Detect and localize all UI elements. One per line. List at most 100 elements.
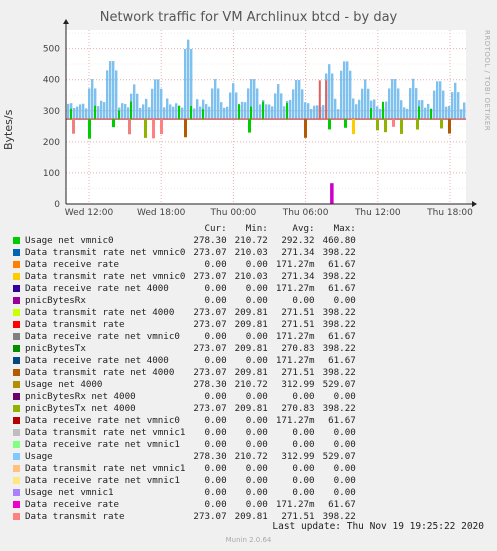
legend-avg: 0.00 <box>292 475 315 486</box>
legend-cur: 0.00 <box>204 355 227 366</box>
legend-min: 0.00 <box>245 415 268 426</box>
legend-min: 0.00 <box>245 475 268 486</box>
legend-row: Data receive rate net 4000 0.00 0.00 171.27… <box>10 355 356 367</box>
legend-max: 0.00 <box>333 475 356 486</box>
legend-cur: 273.07 <box>193 247 227 258</box>
dip-bar <box>376 119 379 131</box>
legend-row: Data transmit rate net 4000 273.07 209.81 2… <box>10 367 356 379</box>
usage-bar <box>412 78 415 120</box>
usage-bar <box>451 92 454 120</box>
legend-min: 209.81 <box>234 511 268 522</box>
usage-bar <box>427 103 430 120</box>
legend-cur: 0.00 <box>204 283 227 294</box>
usage-vmnic0-bar <box>370 108 372 120</box>
header-cur: Cur: <box>204 223 227 234</box>
legend-series-name: Data transmit rate net vmnic0 <box>25 271 186 282</box>
usage-bar <box>205 104 208 120</box>
dip-bar <box>328 119 331 130</box>
usage-bar <box>328 64 331 120</box>
legend-min: 0.00 <box>245 283 268 294</box>
usage-bar <box>196 99 199 120</box>
dip-bar <box>384 119 387 133</box>
usage-bar <box>376 106 379 120</box>
legend-series-name: Usage net vmnic1 <box>25 487 114 498</box>
legend-cur: 273.07 <box>193 367 227 378</box>
transmit-spike <box>318 80 321 120</box>
legend-avg: 0.00 <box>292 487 315 498</box>
legend-max: 398.22 <box>322 343 356 354</box>
usage-bar <box>454 82 457 120</box>
y-axis-arrow <box>63 19 69 24</box>
legend-swatch <box>13 465 20 472</box>
usage-bar <box>280 93 283 120</box>
chart-title: Network traffic for VM Archlinux btcd - … <box>99 10 398 25</box>
legend-max: 61.67 <box>328 331 356 342</box>
legend-row: Data receive rate net vmnic1 0.00 0.00 0.00… <box>10 439 356 451</box>
legend-cur: 0.00 <box>204 259 227 270</box>
usage-bar <box>154 79 157 120</box>
legend-swatch <box>13 369 20 376</box>
legend-series-name: Data transmit rate net vmnic1 <box>25 427 186 438</box>
usage-bar <box>142 104 145 120</box>
legend-row: Data receive rate 0.00 0.00 171.27m 61.67 <box>10 499 356 511</box>
usage-bar <box>181 107 184 120</box>
usage-bar <box>163 107 166 120</box>
legend-cur: 0.00 <box>204 415 227 426</box>
legend-row: Data transmit rate net vmnic1 0.00 0.00 0.0… <box>10 463 356 475</box>
legend-min: 209.81 <box>234 403 268 414</box>
legend-max: 0.00 <box>333 463 356 474</box>
usage-bar <box>79 104 82 120</box>
legend-max: 61.67 <box>328 355 356 366</box>
legend-cur: 0.00 <box>204 331 227 342</box>
legend-swatch <box>13 297 20 304</box>
usage-bar <box>214 79 217 120</box>
legend-min: 209.81 <box>234 319 268 330</box>
usage-bar <box>157 79 160 120</box>
y-tick-label: 100 <box>43 169 60 179</box>
legend-swatch <box>13 285 20 292</box>
usage-bar <box>211 88 214 120</box>
usage-bar <box>394 79 397 120</box>
legend-swatch <box>13 513 20 520</box>
legend-avg: 0.00 <box>292 427 315 438</box>
legend-max: 398.22 <box>322 403 356 414</box>
legend-series-name: pnicBytesTx net 4000 <box>25 403 136 414</box>
legend-avg: 171.27m <box>275 259 315 270</box>
usage-bar <box>295 80 298 120</box>
x-axis-arrow <box>472 201 477 207</box>
usage-bar <box>121 103 124 120</box>
dip-bar <box>392 119 395 127</box>
usage-bar <box>274 93 277 120</box>
legend-series-name: Data receive rate net 4000 <box>25 283 169 294</box>
usage-bar <box>94 88 97 120</box>
legend-series-name: Data receive rate <box>25 499 120 510</box>
usage-bar <box>136 93 139 120</box>
legend-cur: 0.00 <box>204 487 227 498</box>
x-tick-label: Thu 18:00 <box>426 208 473 218</box>
usage-bar <box>103 102 106 120</box>
legend-max: 398.22 <box>322 367 356 378</box>
usage-bar <box>217 88 220 120</box>
dip-bar <box>400 119 403 134</box>
legend-series-name: Data transmit rate net vmnic0 <box>25 247 186 258</box>
usage-bar <box>364 79 367 120</box>
usage-vmnic0-bar <box>262 101 264 120</box>
dip-bar <box>248 119 251 133</box>
y-tick-label: 400 <box>43 76 60 86</box>
legend-avg: 271.34 <box>281 271 315 282</box>
usage-bar <box>166 98 169 120</box>
x-tick-label: Wed 18:00 <box>137 208 186 218</box>
usage-bar <box>145 98 148 120</box>
usage-bar <box>313 105 316 120</box>
usage-bar <box>406 108 409 120</box>
legend-row: Data transmit rate net 4000 273.07 209.81 2… <box>10 307 356 319</box>
legend-swatch <box>13 309 20 316</box>
usage-vmnic0-bar <box>70 108 72 120</box>
legend-series-name: Data transmit rate net 4000 <box>25 307 175 318</box>
legend-cur: 278.30 <box>193 451 227 462</box>
legend-series-name: Data transmit rate <box>25 511 125 522</box>
legend-avg: 271.51 <box>281 367 315 378</box>
legend-cur: 278.30 <box>193 235 227 246</box>
usage-bar <box>112 61 115 120</box>
legend-min: 210.03 <box>234 247 268 258</box>
